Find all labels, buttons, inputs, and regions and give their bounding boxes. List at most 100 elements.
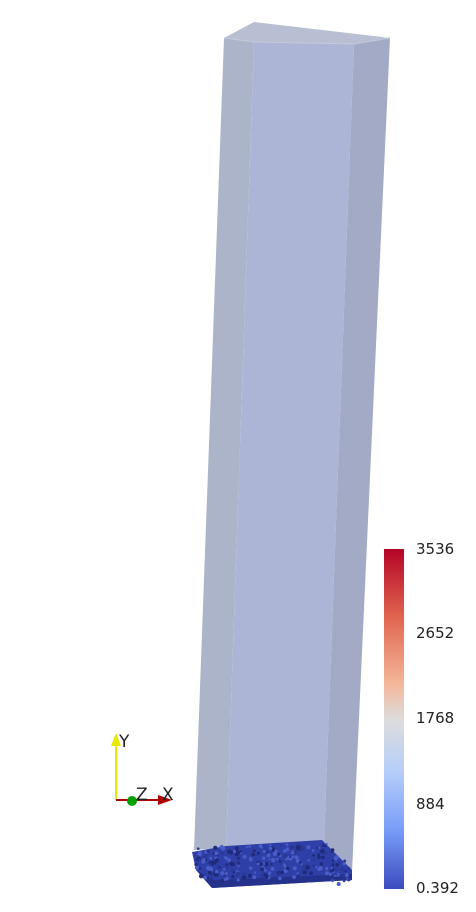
particle <box>231 875 235 879</box>
particle <box>251 852 256 857</box>
particle <box>305 865 311 870</box>
particle <box>232 850 237 854</box>
particle <box>307 859 311 862</box>
particle <box>342 879 346 883</box>
particle <box>309 871 313 875</box>
particle <box>264 861 269 867</box>
particle <box>208 870 212 875</box>
particle <box>324 844 327 848</box>
particle <box>306 845 311 850</box>
particle <box>214 873 219 877</box>
particle <box>234 846 239 851</box>
particle <box>331 859 335 862</box>
particle <box>203 875 208 880</box>
particle-dots <box>194 842 351 886</box>
particle <box>311 849 315 852</box>
particle <box>223 874 227 878</box>
particle <box>214 851 219 856</box>
particle <box>302 868 306 872</box>
particle <box>347 867 351 871</box>
particle <box>331 879 335 883</box>
particle <box>269 844 272 847</box>
particle <box>205 853 209 857</box>
particle <box>306 853 309 856</box>
particle <box>269 847 273 851</box>
particle <box>235 850 241 855</box>
particle <box>242 854 247 859</box>
particle <box>300 863 303 866</box>
particle <box>198 873 204 879</box>
domain-front-face <box>226 42 354 848</box>
x-axis-label: X <box>162 785 174 805</box>
particle <box>198 853 202 857</box>
particle <box>194 865 199 870</box>
particle <box>330 850 333 854</box>
particle <box>297 874 300 877</box>
particle <box>317 853 321 857</box>
particle <box>272 851 277 857</box>
particle <box>296 842 300 846</box>
particle <box>227 858 232 862</box>
particle <box>245 845 248 849</box>
particle <box>312 854 315 857</box>
particle <box>194 863 198 867</box>
particle <box>206 876 209 879</box>
particle <box>220 871 225 876</box>
particle <box>236 878 240 882</box>
particle <box>248 866 253 870</box>
particle <box>240 852 243 855</box>
particle <box>220 878 224 883</box>
domain-top-face <box>224 22 390 44</box>
particle <box>258 844 263 848</box>
particle <box>292 875 296 879</box>
particle <box>218 866 221 869</box>
particle <box>285 847 290 852</box>
particle <box>262 849 266 854</box>
particle <box>226 866 229 870</box>
particle <box>203 854 207 859</box>
particle <box>225 876 229 881</box>
particle <box>344 870 347 873</box>
particle <box>223 868 226 871</box>
particle <box>343 859 347 863</box>
particle <box>209 863 212 866</box>
particle <box>344 873 349 878</box>
particle <box>270 862 273 866</box>
particle <box>277 852 281 856</box>
particle <box>196 847 200 850</box>
particle <box>334 876 338 879</box>
particle <box>282 849 287 853</box>
colorbar-tick-1768: 1768 <box>416 709 455 727</box>
particle <box>321 855 325 860</box>
particle <box>280 844 283 847</box>
particle <box>340 867 344 872</box>
particle <box>300 845 305 850</box>
domain-box <box>194 22 391 872</box>
particle <box>242 872 246 876</box>
colorbar-tick-2652: 2652 <box>416 624 455 642</box>
particle <box>283 854 288 859</box>
particle <box>209 856 213 860</box>
orientation-axes <box>111 733 172 806</box>
particle <box>197 858 201 861</box>
particle <box>210 875 213 879</box>
particle <box>235 871 241 876</box>
particle <box>263 863 266 865</box>
particle <box>253 871 257 874</box>
particle <box>224 856 228 860</box>
particle <box>256 854 259 857</box>
particle <box>239 850 243 853</box>
particle <box>320 849 325 854</box>
particle <box>317 855 321 860</box>
particle <box>264 874 269 879</box>
particle <box>249 857 253 862</box>
particle <box>276 858 279 861</box>
particle <box>312 864 316 868</box>
particle <box>280 870 284 875</box>
particle <box>336 882 341 886</box>
domain-edges <box>223 37 391 45</box>
particle <box>270 866 275 871</box>
particle <box>318 846 321 849</box>
particle <box>252 849 256 853</box>
